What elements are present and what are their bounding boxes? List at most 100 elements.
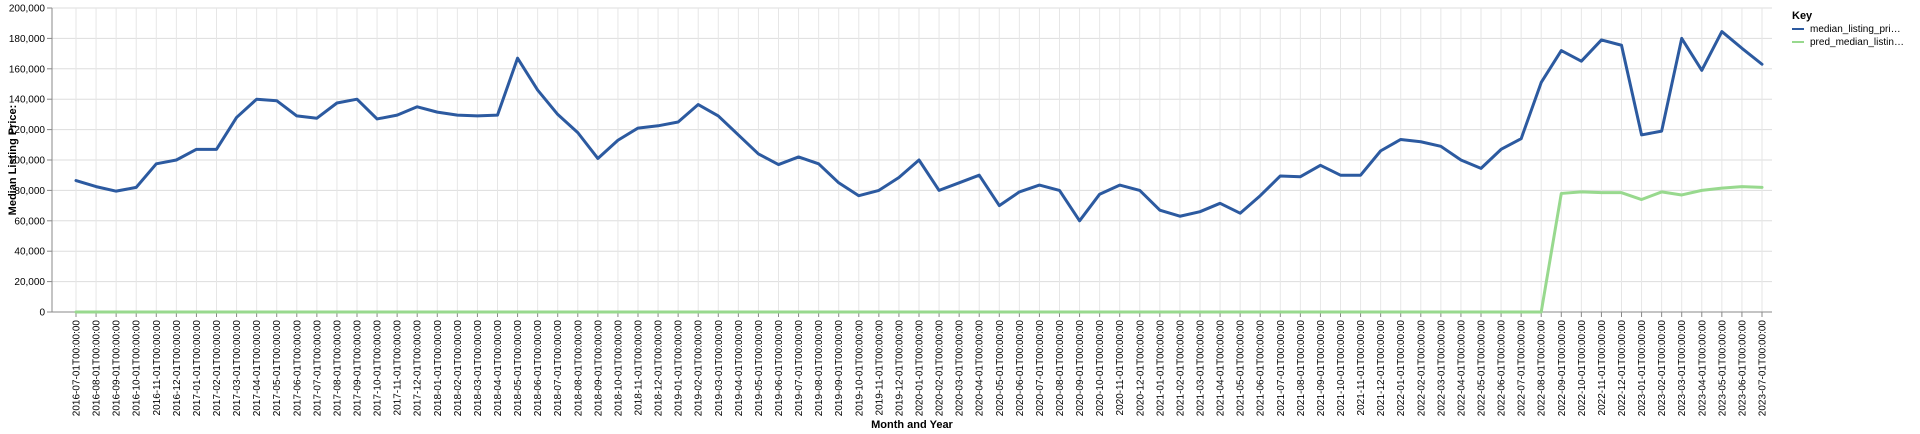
x-tick-label: 2023-05-01T00:00:00 xyxy=(1717,320,1728,417)
x-tick-label: 2021-01-01T00:00:00 xyxy=(1155,320,1166,417)
x-tick-label: 2019-09-01T00:00:00 xyxy=(834,320,845,417)
x-tick-label: 2019-05-01T00:00:00 xyxy=(754,320,765,417)
x-tick-label: 2022-09-01T00:00:00 xyxy=(1557,320,1568,417)
x-tick-label: 2020-08-01T00:00:00 xyxy=(1055,320,1066,417)
y-tick-label: 20,000 xyxy=(14,277,45,288)
series-lines xyxy=(74,30,1764,314)
y-tick-label: 140,000 xyxy=(9,95,46,106)
x-tick-label: 2023-03-01T00:00:00 xyxy=(1677,320,1688,417)
x-tick-label: 2017-04-01T00:00:00 xyxy=(252,320,263,417)
x-tick-label: 2021-02-01T00:00:00 xyxy=(1175,320,1186,417)
x-tick-label: 2023-01-01T00:00:00 xyxy=(1637,320,1648,417)
x-tick-label: 2022-12-01T00:00:00 xyxy=(1617,320,1628,417)
x-tick-label: 2020-09-01T00:00:00 xyxy=(1075,320,1086,417)
x-tick-label: 2021-05-01T00:00:00 xyxy=(1236,320,1247,417)
y-tick-label: 160,000 xyxy=(9,64,46,75)
x-tick-label: 2023-07-01T00:00:00 xyxy=(1758,320,1769,417)
x-tick-label: 2016-11-01T00:00:00 xyxy=(152,320,163,416)
x-tick-label: 2017-05-01T00:00:00 xyxy=(272,320,283,417)
legend-title: Key xyxy=(1792,10,1813,22)
legend-label: pred_median_listin… xyxy=(1810,37,1904,48)
x-tick-label: 2019-07-01T00:00:00 xyxy=(794,320,805,417)
x-axis-title: Month and Year xyxy=(871,419,953,431)
x-tick-label: 2017-06-01T00:00:00 xyxy=(292,320,303,417)
x-tick-label: 2020-04-01T00:00:00 xyxy=(975,320,986,417)
series-line-pred-median-listing-price xyxy=(74,185,1764,314)
x-tick-label: 2020-03-01T00:00:00 xyxy=(955,320,966,417)
x-tick-label: 2018-02-01T00:00:00 xyxy=(453,320,464,417)
series-line-median-listing-price xyxy=(74,30,1764,223)
x-tick-label: 2017-12-01T00:00:00 xyxy=(413,320,424,417)
x-tick-label: 2017-02-01T00:00:00 xyxy=(212,320,223,417)
x-tick-label: 2022-11-01T00:00:00 xyxy=(1597,320,1608,416)
x-tick-label: 2020-01-01T00:00:00 xyxy=(915,320,926,417)
x-tick-label: 2017-07-01T00:00:00 xyxy=(312,320,323,417)
y-tick-label: 80,000 xyxy=(14,186,45,197)
x-tick-label: 2022-08-01T00:00:00 xyxy=(1537,320,1548,417)
x-tick-label: 2018-09-01T00:00:00 xyxy=(593,320,604,417)
x-tick-label: 2023-06-01T00:00:00 xyxy=(1737,320,1748,417)
x-tick-label: 2020-02-01T00:00:00 xyxy=(935,320,946,417)
x-tick-label: 2016-07-01T00:00:00 xyxy=(72,320,83,417)
x-tick-label: 2018-11-01T00:00:00 xyxy=(634,320,645,416)
x-tick-label: 2018-08-01T00:00:00 xyxy=(573,320,584,417)
x-tick-label: 2021-12-01T00:00:00 xyxy=(1376,320,1387,417)
y-tick-label: 40,000 xyxy=(14,247,45,258)
x-tick-label: 2019-02-01T00:00:00 xyxy=(694,320,705,417)
x-tick-label: 2019-06-01T00:00:00 xyxy=(774,320,785,417)
x-tick-label: 2021-09-01T00:00:00 xyxy=(1316,320,1327,417)
x-tick-label: 2022-07-01T00:00:00 xyxy=(1517,320,1528,417)
x-tick-label: 2021-03-01T00:00:00 xyxy=(1196,320,1207,417)
x-tick-label: 2020-11-01T00:00:00 xyxy=(1115,320,1126,416)
x-tick-label: 2021-08-01T00:00:00 xyxy=(1296,320,1307,417)
x-tick-label: 2018-10-01T00:00:00 xyxy=(613,320,624,417)
x-tick-label: 2018-07-01T00:00:00 xyxy=(553,320,564,417)
x-tick-label: 2018-03-01T00:00:00 xyxy=(473,320,484,417)
x-tick-label: 2017-03-01T00:00:00 xyxy=(232,320,243,417)
x-tick-label: 2022-01-01T00:00:00 xyxy=(1396,320,1407,417)
x-tick-label: 2020-05-01T00:00:00 xyxy=(995,320,1006,417)
x-tick-label: 2022-03-01T00:00:00 xyxy=(1436,320,1447,417)
x-tick-label: 2016-10-01T00:00:00 xyxy=(132,320,143,417)
legend-label: median_listing_pri… xyxy=(1810,24,1901,35)
x-tick-label: 2019-04-01T00:00:00 xyxy=(734,320,745,417)
x-tick-label: 2022-05-01T00:00:00 xyxy=(1477,320,1488,417)
y-axis-title: Median Listing Price: xyxy=(7,105,19,216)
y-tick-label: 120,000 xyxy=(9,125,46,136)
x-tick-label: 2020-07-01T00:00:00 xyxy=(1035,320,1046,417)
x-tick-label: 2018-01-01T00:00:00 xyxy=(433,320,444,417)
x-tick-label: 2019-03-01T00:00:00 xyxy=(714,320,725,417)
x-tick-label: 2018-12-01T00:00:00 xyxy=(654,320,665,417)
y-tick-label: 60,000 xyxy=(14,216,45,227)
x-tick-label: 2017-10-01T00:00:00 xyxy=(373,320,384,417)
x-tick-label: 2017-09-01T00:00:00 xyxy=(353,320,364,417)
x-tick-label: 2019-12-01T00:00:00 xyxy=(894,320,905,417)
x-tick-label: 2018-06-01T00:00:00 xyxy=(533,320,544,417)
x-tick-label: 2020-12-01T00:00:00 xyxy=(1135,320,1146,417)
legend: Key median_listing_pri… pred_median_listi… xyxy=(1792,10,1904,48)
x-tick-label: 2019-08-01T00:00:00 xyxy=(814,320,825,417)
x-tick-label: 2017-08-01T00:00:00 xyxy=(332,320,343,417)
x-tick-label: 2019-01-01T00:00:00 xyxy=(674,320,685,417)
x-tick-label: 2021-04-01T00:00:00 xyxy=(1216,320,1227,417)
x-tick-label: 2022-10-01T00:00:00 xyxy=(1577,320,1588,417)
y-tick-label: 0 xyxy=(39,308,45,319)
x-tick-label: 2022-04-01T00:00:00 xyxy=(1456,320,1467,417)
y-tick-label: 100,000 xyxy=(9,156,46,167)
x-tick-label: 2021-07-01T00:00:00 xyxy=(1276,320,1287,417)
x-axis: 2016-07-01T00:00:00 2016-08-01T00:00:00 20… xyxy=(52,311,1772,417)
x-tick-label: 2016-09-01T00:00:00 xyxy=(112,320,123,417)
x-tick-label: 2019-10-01T00:00:00 xyxy=(854,320,865,417)
x-tick-label: 2019-11-01T00:00:00 xyxy=(874,320,885,416)
x-tick-label: 2023-02-01T00:00:00 xyxy=(1657,320,1668,417)
x-tick-label: 2021-06-01T00:00:00 xyxy=(1256,320,1267,417)
y-tick-label: 200,000 xyxy=(9,4,46,15)
grid-lines xyxy=(52,7,1772,313)
x-tick-label: 2020-10-01T00:00:00 xyxy=(1095,320,1106,417)
x-tick-label: 2021-10-01T00:00:00 xyxy=(1336,320,1347,417)
x-tick-label: 2018-04-01T00:00:00 xyxy=(493,320,504,417)
x-tick-label: 2021-11-01T00:00:00 xyxy=(1356,320,1367,416)
x-tick-label: 2017-11-01T00:00:00 xyxy=(393,320,404,416)
x-tick-label: 2023-04-01T00:00:00 xyxy=(1697,320,1708,417)
